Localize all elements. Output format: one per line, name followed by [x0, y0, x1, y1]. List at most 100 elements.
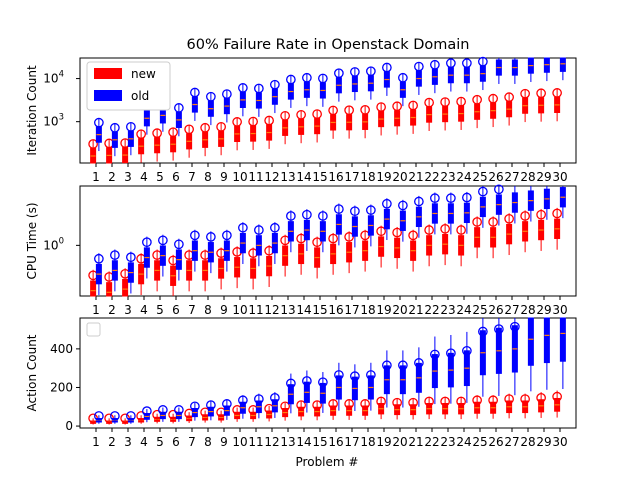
- outlier-old: [318, 377, 328, 388]
- outlier-old: [366, 66, 376, 77]
- axes-frame: [79, 317, 577, 429]
- outlier-old: [366, 205, 376, 215]
- y-tick-label-base: 10: [43, 72, 58, 86]
- outlier-old: [478, 186, 488, 197]
- outlier-new: [408, 100, 418, 111]
- outlier-new: [472, 94, 482, 105]
- x-tick-label: 28: [520, 170, 535, 184]
- outlier-old: [398, 72, 408, 83]
- x-tick-label: 19: [376, 303, 391, 317]
- outlier-new: [536, 88, 546, 99]
- outlier-old: [334, 204, 344, 214]
- x-tick-label: 23: [440, 435, 455, 449]
- x-tick-label: 10: [232, 170, 247, 184]
- x-tick-label: 27: [504, 435, 519, 449]
- x-tick-label: 1: [92, 303, 100, 317]
- outlier-new: [136, 129, 146, 140]
- x-tick-label: 3: [124, 303, 132, 317]
- outlier-new: [360, 104, 370, 115]
- y-tick-label: 104: [43, 70, 64, 86]
- box-old: [527, 317, 534, 366]
- outlier-old: [270, 79, 280, 90]
- empty-legend-box: [86, 322, 101, 337]
- y-tick-label: 103: [43, 113, 64, 129]
- x-tick-label: 5: [156, 435, 164, 449]
- outlier-old: [398, 200, 408, 211]
- outlier-new: [216, 121, 226, 132]
- outlier-new: [184, 124, 194, 135]
- outlier-old: [126, 121, 136, 132]
- x-tick-label: 13: [280, 170, 295, 184]
- x-tick-label: 15: [312, 435, 327, 449]
- outlier-new: [552, 391, 562, 402]
- x-tick-label: 21: [408, 303, 423, 317]
- outlier-old: [302, 209, 312, 220]
- outlier-old: [206, 91, 216, 102]
- outlier-new: [520, 394, 530, 404]
- outlier-new: [472, 395, 482, 406]
- outlier-old: [222, 399, 232, 409]
- y-tick-label-exponent: 3: [59, 113, 64, 123]
- outlier-new: [504, 92, 514, 103]
- chart-title: 60% Failure Rate in Openstack Domain: [187, 37, 470, 53]
- outlier-old: [414, 358, 424, 368]
- x-tick-label: 11: [248, 303, 263, 317]
- outlier-old: [398, 360, 408, 371]
- outlier-old: [270, 392, 280, 403]
- outlier-old: [222, 89, 232, 99]
- outlier-old: [494, 324, 504, 334]
- box-new: [106, 282, 113, 297]
- outlier-old: [174, 405, 184, 415]
- box-old: [559, 317, 566, 362]
- outlier-new: [312, 237, 322, 248]
- outlier-old: [158, 405, 168, 415]
- outlier-new: [344, 399, 354, 409]
- x-tick-label: 11: [248, 170, 263, 184]
- outlier-old: [110, 411, 120, 421]
- outlier-new: [200, 122, 210, 133]
- outlier-new: [280, 110, 290, 121]
- outlier-old: [254, 225, 264, 235]
- outlier-new: [312, 400, 322, 410]
- outlier-new: [376, 102, 386, 112]
- outlier-new: [504, 394, 514, 404]
- x-tick-label: 4: [140, 435, 148, 449]
- outlier-old: [238, 83, 248, 93]
- outlier-new: [152, 128, 162, 139]
- outlier-new: [328, 105, 338, 116]
- outlier-new: [472, 217, 482, 227]
- axes-frame: [79, 57, 577, 164]
- x-tick-label: 4: [140, 170, 148, 184]
- legend-label-new: new: [131, 67, 156, 81]
- outlier-old: [174, 239, 184, 250]
- outlier-old: [302, 376, 312, 386]
- y-axis-label: Iteration Count: [25, 65, 39, 156]
- outlier-new: [536, 209, 546, 220]
- outlier-new: [552, 88, 562, 98]
- outlier-new: [360, 399, 370, 409]
- outlier-old: [94, 117, 104, 128]
- outlier-old: [382, 360, 392, 371]
- x-tick-label: 19: [376, 170, 391, 184]
- x-tick-label: 22: [424, 303, 439, 317]
- x-tick-label: 2: [108, 303, 116, 317]
- x-tick-label: 25: [472, 435, 487, 449]
- outlier-new: [536, 392, 546, 403]
- outlier-new: [168, 127, 178, 138]
- outlier-old: [254, 83, 264, 94]
- outlier-old: [462, 192, 472, 203]
- y-tick-label: 100: [43, 236, 64, 252]
- outlier-new: [520, 211, 530, 221]
- x-tick-label: 23: [440, 303, 455, 317]
- outlier-new: [504, 213, 514, 224]
- outlier-old: [94, 411, 104, 421]
- x-tick-label: 8: [204, 170, 212, 184]
- outlier-old: [286, 74, 296, 85]
- x-tick-label: 30: [552, 170, 567, 184]
- x-tick-label: 24: [456, 170, 471, 184]
- outlier-old: [430, 59, 440, 70]
- x-tick-label: 17: [344, 303, 359, 317]
- x-tick-label: 29: [536, 303, 551, 317]
- outlier-old: [270, 222, 280, 233]
